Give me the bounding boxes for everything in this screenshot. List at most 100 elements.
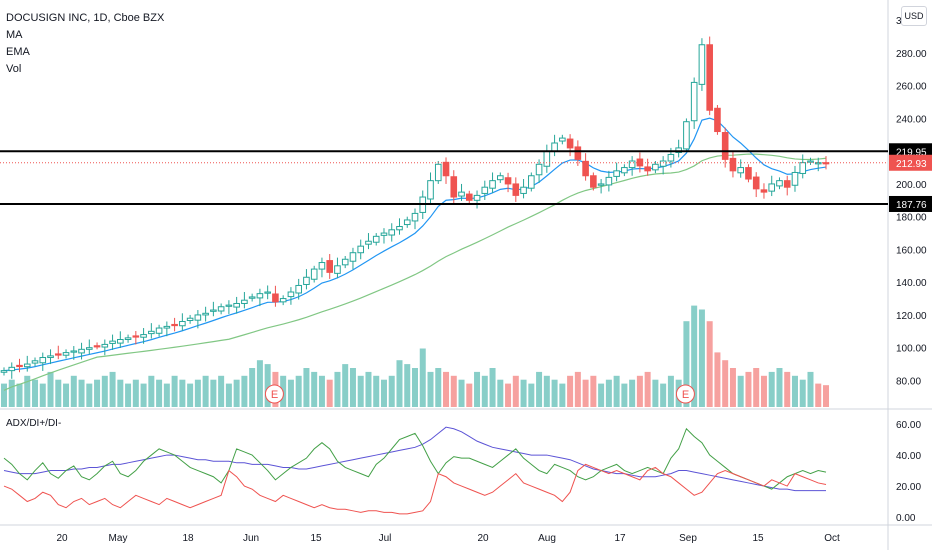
candle-body <box>93 345 101 348</box>
volume-bar <box>47 371 54 407</box>
candle-body <box>16 364 23 368</box>
candle-body <box>388 229 396 236</box>
candle-body <box>233 302 240 308</box>
candle-body <box>194 314 202 321</box>
candle-body <box>295 284 302 294</box>
price-tick-label: 240.00 <box>896 114 927 125</box>
candle-body <box>365 240 372 245</box>
adx-tick-label: 0.00 <box>896 513 916 524</box>
time-tick-label: 17 <box>614 533 626 544</box>
candle-body <box>528 175 535 189</box>
volume-bar <box>396 360 403 407</box>
volume-bar <box>582 379 589 407</box>
indicator-ema[interactable]: EMA <box>6 46 30 58</box>
candle-body <box>31 360 39 364</box>
volume-bar <box>543 375 550 407</box>
candle-body <box>225 304 233 307</box>
candle-body <box>171 323 178 327</box>
volume-bar <box>349 368 356 407</box>
volume-bar <box>512 375 519 407</box>
volume-bar <box>326 379 333 407</box>
candle-body <box>372 235 380 243</box>
price-tick-label: 160.00 <box>896 245 927 256</box>
volume-bar <box>481 375 488 407</box>
candle-body <box>559 137 566 142</box>
candle-body <box>543 150 551 167</box>
volume-bar <box>86 383 93 407</box>
adx-line <box>3 426 826 492</box>
volume-bar <box>706 321 713 407</box>
time-tick-label: 18 <box>182 533 194 544</box>
volume-bar <box>791 375 798 407</box>
indicator-vol[interactable]: Vol <box>6 63 22 75</box>
symbol-title[interactable]: DOCUSIGN INC, 1D, Cboe BZX <box>6 12 165 24</box>
candle-body <box>23 363 31 368</box>
candle-body <box>760 189 768 193</box>
candle-body <box>752 176 760 190</box>
volume-bar <box>574 371 581 407</box>
candle-body <box>109 340 116 344</box>
price-tick-label: 120.00 <box>896 311 927 322</box>
candle-body <box>272 293 279 303</box>
price-tick-label: 280.00 <box>896 49 927 60</box>
candle-body <box>450 176 458 198</box>
candle-body <box>179 320 186 327</box>
candle-body <box>582 160 589 177</box>
candle-body <box>605 176 613 186</box>
di-minus-line <box>3 463 827 515</box>
volume-bar <box>683 321 690 407</box>
volume-bar <box>443 371 450 407</box>
time-tick-label: Jul <box>379 533 392 544</box>
earnings-marker-label: E <box>682 389 689 401</box>
indicator-ma[interactable]: MA <box>6 29 23 41</box>
candle-body <box>86 347 93 350</box>
volume-bar <box>714 352 721 407</box>
volume-bar <box>737 375 744 407</box>
volume-bar <box>210 379 217 407</box>
time-tick-label: 20 <box>56 533 68 544</box>
volume-bar <box>179 379 186 407</box>
time-tick-label: 20 <box>477 533 489 544</box>
volume-bar <box>148 375 155 407</box>
volume-bar <box>823 385 829 407</box>
earnings-marker[interactable] <box>264 384 284 404</box>
volume-bar <box>388 375 395 407</box>
candle-body <box>403 219 411 226</box>
candle-body <box>217 306 225 312</box>
volume-bar <box>256 360 263 407</box>
volume-bar <box>94 379 101 407</box>
volume-bar <box>264 364 271 407</box>
candle-body <box>318 262 326 270</box>
level-price-label: 219.95 <box>896 147 927 158</box>
candle-body <box>210 309 217 312</box>
volume-bar <box>590 375 597 407</box>
candle-body <box>667 153 675 162</box>
candle-body <box>163 325 171 329</box>
volume-bar <box>776 368 783 407</box>
time-tick-label: Aug <box>538 533 556 544</box>
level-price-tag <box>889 195 932 212</box>
price-tick-label: 80.00 <box>896 376 921 387</box>
candle-body <box>659 160 667 167</box>
candle-body <box>690 81 698 122</box>
volume-bar <box>163 383 170 407</box>
volume-bar <box>799 379 806 407</box>
volume-bar <box>233 379 240 407</box>
candle-body <box>745 167 752 180</box>
currency-button[interactable]: USD <box>901 6 927 26</box>
earnings-marker[interactable] <box>675 384 695 404</box>
volume-bar <box>218 375 225 407</box>
candle-body <box>334 265 341 274</box>
price-tick-label: 140.00 <box>896 278 927 289</box>
volume-bar <box>698 309 705 407</box>
volume-bar <box>225 383 232 407</box>
candle-body <box>0 370 8 373</box>
volume-bar <box>55 379 62 407</box>
candle-body <box>140 334 147 338</box>
volume-bar <box>101 375 108 407</box>
adx-indicator-label[interactable]: ADX/DI+/DI- <box>6 418 62 429</box>
last-price-label: 212.93 <box>896 159 927 170</box>
volume-bar <box>132 379 139 407</box>
